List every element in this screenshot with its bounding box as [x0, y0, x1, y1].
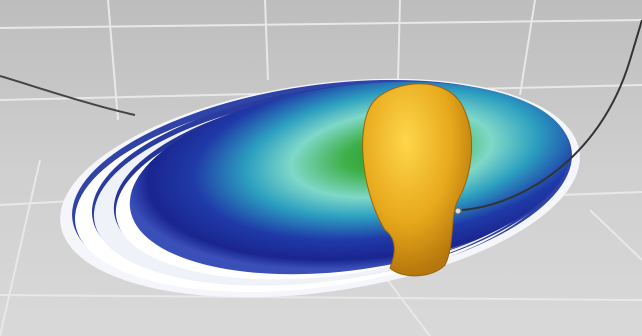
scene — [0, 0, 642, 336]
electrode — [455, 208, 461, 214]
page — [0, 0, 642, 336]
